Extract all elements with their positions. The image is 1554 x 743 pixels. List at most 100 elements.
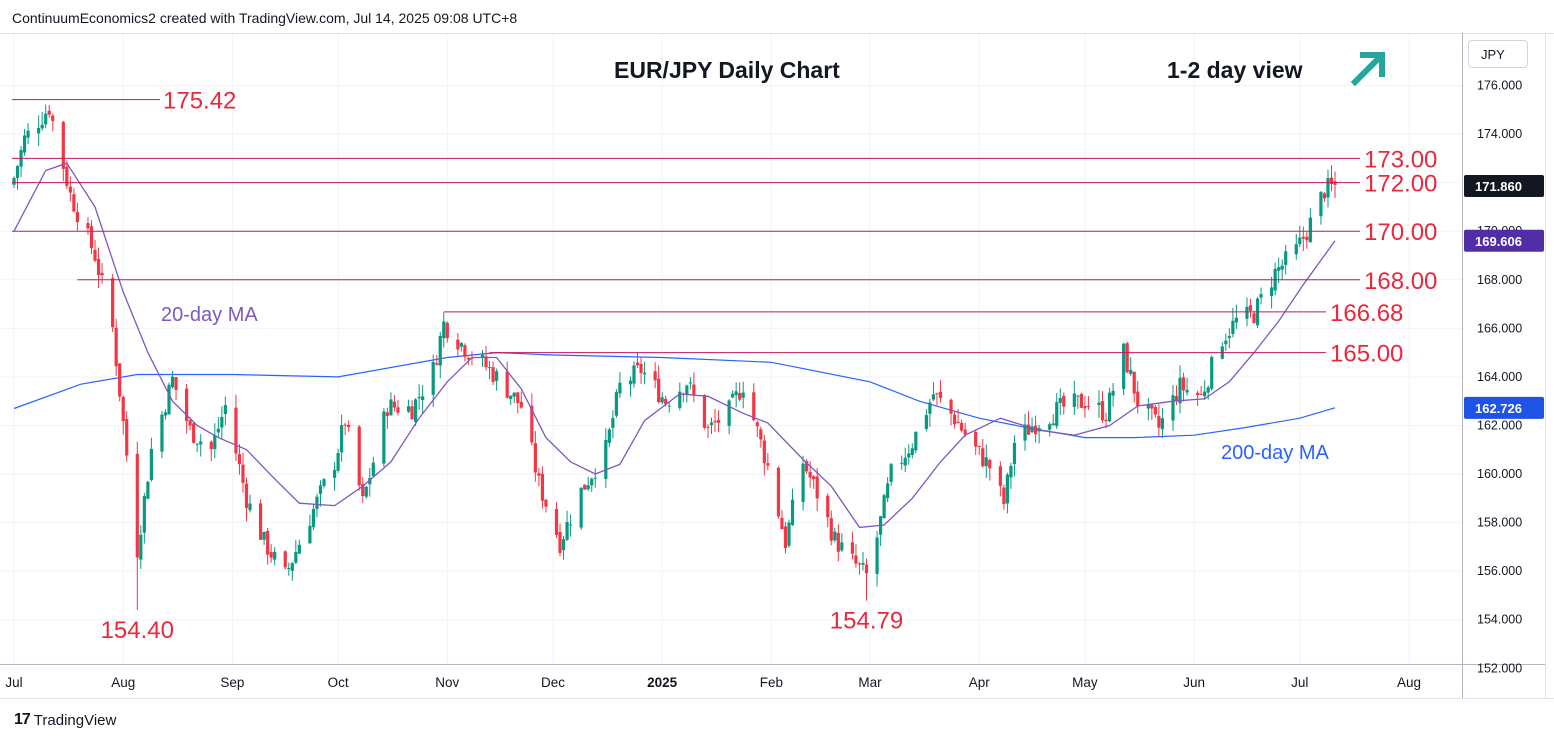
candle-down-body [738,393,742,400]
candle-up-body [195,443,199,445]
level-label: 165.00 [1330,341,1403,368]
candle-down-body [435,363,439,365]
ma20-price-badge-text: 169.606 [1475,234,1522,249]
candle-up-body [667,405,671,407]
x-tick-label: 2025 [647,675,678,690]
ma20-line [13,162,1336,529]
candle-up-body [688,382,692,384]
candle-up-body [928,402,932,414]
candle-down-body [1153,406,1157,415]
candle-up-body [586,485,590,490]
level-label: 168.00 [1364,268,1437,295]
candle-up-body [421,396,425,401]
candle-down-body [357,426,361,486]
candle-up-body [1051,423,1055,426]
candle-down-body [780,517,784,530]
candle-up-body [618,382,622,394]
candle-up-body [1097,402,1101,406]
ma200-layer [13,351,1336,439]
candle-down-body [125,418,129,456]
y-tick-label: 160.000 [1477,467,1522,481]
candle-up-body [315,496,319,509]
candle-down-body [1132,371,1136,394]
candle-up-body [431,362,435,395]
candle-up-body [561,539,566,551]
candle-down-body [174,377,178,391]
candle-up-body [565,522,569,540]
candle-down-body [244,483,249,509]
x-tick-label: Nov [435,675,459,690]
candle-up-body [512,392,516,397]
candle-up-body [632,365,636,384]
candle-up-body [1277,267,1281,271]
candle-up-body [170,376,175,388]
candle-down-body [752,392,756,421]
candle-down-body [1157,415,1161,428]
candle-down-body [653,371,657,381]
candle-down-body [234,407,238,454]
ma200-label: 200-day MA [1221,442,1329,464]
candle-up-body [685,385,689,395]
currency-selector[interactable]: JPY [1468,40,1528,68]
candle-up-body [1284,251,1288,265]
candle-up-body [248,503,252,511]
candle-down-body [1002,487,1006,505]
arrow-up-right-icon [1350,52,1385,87]
candle-down-body [114,327,118,367]
candle-up-body [1280,265,1284,270]
candle-down-body [192,423,196,443]
candle-up-body [593,477,597,479]
candle-down-body [755,422,759,427]
candle-down-body [505,371,509,398]
candle-down-body [1329,177,1334,184]
candle-down-body [540,473,545,501]
candle-down-body [530,405,534,443]
candle-up-body [1146,404,1150,409]
candle-down-body [484,356,488,368]
candle-up-body [442,321,446,339]
tradingview-logo[interactable]: 17 TradingView [14,711,116,729]
candle-down-body [86,223,90,229]
candle-up-body [1129,369,1133,374]
candle-down-body [491,367,495,383]
candle-up-body [294,551,298,563]
y-tick-label: 162.000 [1477,418,1522,432]
candle-up-body [167,384,171,415]
candle-down-body [1136,391,1140,407]
chart-grid [0,33,1554,699]
view-label: 1-2 day view [1167,57,1303,83]
candle-up-body [1005,474,1010,504]
candle-up-body [1076,395,1080,397]
candle-down-body [121,396,125,422]
candle-up-body [734,391,738,396]
candle-down-body [283,551,287,568]
candle-up-body [611,418,615,428]
tradingview-brand: TradingView [33,711,117,729]
candle-up-body [1185,389,1189,393]
candle-up-body [413,399,418,422]
candle-down-body [960,422,964,431]
candle-down-body [75,211,80,223]
tradingview-mark-icon: 17 [14,711,31,728]
candle-down-body [185,388,189,422]
low-annotation: 154.40 [101,617,174,644]
ma20-price-badge [1464,229,1544,252]
candle-down-body [857,563,862,565]
candle-up-body [1072,393,1076,408]
candle-down-body [258,503,263,540]
candle-down-body [805,461,809,472]
candle-up-body [22,135,27,153]
y-tick-label: 152.000 [1477,661,1522,675]
candle-up-body [509,395,513,400]
candle-down-body [558,532,562,553]
candle-down-body [209,441,213,450]
candle-down-body [519,401,523,408]
candle-up-body [1259,294,1263,298]
ma20-label: 20-day MA [161,304,258,326]
candle-down-body [829,518,833,541]
x-tick-label: Dec [541,675,565,690]
candle-up-body [614,392,618,416]
candle-down-body [1181,377,1186,391]
candle-down-body [93,249,97,261]
ma200-line [13,351,1336,439]
